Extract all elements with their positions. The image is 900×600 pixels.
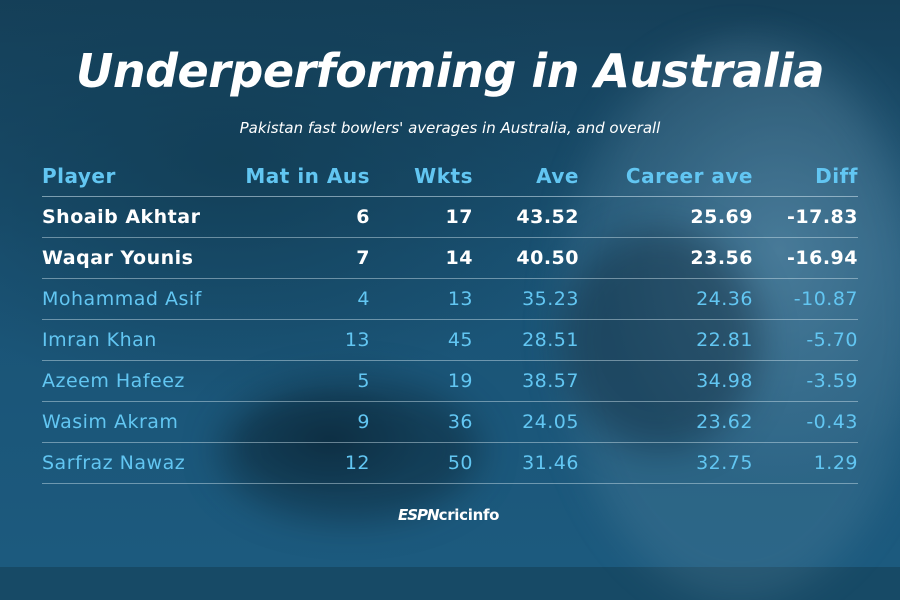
chart-title: Underperforming in Australia [76, 44, 824, 98]
mat-in-aus-cell: 5 [357, 370, 370, 392]
mat-in-aus-cell: 13 [344, 329, 370, 351]
table-row: Wasim Akram 9 36 24.05 23.62 -0.43 [42, 402, 858, 443]
ave-cell: 31.46 [522, 452, 579, 474]
wkts-cell: 36 [447, 411, 473, 433]
column-header-diff: Diff [815, 164, 858, 188]
mat-in-aus-cell: 4 [357, 288, 370, 310]
player-cell: Wasim Akram [42, 411, 179, 433]
player-cell: Waqar Younis [42, 247, 194, 269]
mat-in-aus-cell: 12 [344, 452, 370, 474]
diff-cell: -17.83 [787, 206, 858, 228]
wkts-cell: 13 [447, 288, 473, 310]
column-header-mat-in-aus: Mat in Aus [245, 164, 370, 188]
bowling-table: Player Mat in Aus Wkts Ave Career ave Di… [42, 157, 858, 484]
table-row: Azeem Hafeez 5 19 38.57 34.98 -3.59 [42, 361, 858, 402]
ave-cell: 28.51 [522, 329, 579, 351]
diff-cell: -5.70 [806, 329, 858, 351]
logo-espn-text: ESPN [398, 506, 440, 524]
ave-cell: 40.50 [516, 247, 579, 269]
career-ave-cell: 22.81 [696, 329, 753, 351]
wkts-cell: 45 [447, 329, 473, 351]
bowler-silhouette [560, 40, 900, 600]
career-ave-cell: 23.56 [690, 247, 753, 269]
table-row: Waqar Younis 7 14 40.50 23.56 -16.94 [42, 238, 858, 279]
player-cell: Shoaib Akhtar [42, 206, 201, 228]
diff-cell: -0.43 [806, 411, 858, 433]
diff-cell: -10.87 [793, 288, 858, 310]
column-header-player: Player [42, 164, 116, 188]
diff-cell: -3.59 [806, 370, 858, 392]
column-header-ave: Ave [536, 164, 579, 188]
ave-cell: 24.05 [522, 411, 579, 433]
diff-cell: -16.94 [787, 247, 858, 269]
mat-in-aus-cell: 6 [356, 206, 370, 228]
career-ave-cell: 34.98 [696, 370, 753, 392]
table-row: Imran Khan 13 45 28.51 22.81 -5.70 [42, 320, 858, 361]
ave-cell: 35.23 [522, 288, 579, 310]
player-cell: Imran Khan [42, 329, 157, 351]
ave-cell: 38.57 [522, 370, 579, 392]
espncricinfo-logo: ESPNcricinfo [398, 506, 499, 524]
wkts-cell: 19 [447, 370, 473, 392]
table-body: Shoaib Akhtar 6 17 43.52 25.69 -17.83 Waqar Yo… [42, 197, 858, 484]
table-row: Mohammad Asif 4 13 35.23 24.36 -10.87 [42, 279, 858, 320]
chart-subtitle: Pakistan fast bowlers' averages in Austr… [239, 119, 661, 137]
column-header-career-ave: Career ave [625, 164, 753, 188]
table-header-row: Player Mat in Aus Wkts Ave Career ave Di… [42, 157, 858, 197]
face-shadow [560, 230, 760, 450]
table-row: Shoaib Akhtar 6 17 43.52 25.69 -17.83 [42, 197, 858, 238]
wkts-cell: 50 [447, 452, 473, 474]
career-ave-cell: 25.69 [690, 206, 753, 228]
diff-cell: 1.29 [813, 452, 858, 474]
career-ave-cell: 24.36 [696, 288, 753, 310]
ave-cell: 43.52 [516, 206, 579, 228]
mat-in-aus-cell: 9 [357, 411, 370, 433]
wkts-cell: 17 [445, 206, 473, 228]
column-header-wkts: Wkts [414, 164, 473, 188]
player-cell: Azeem Hafeez [42, 370, 185, 392]
mat-in-aus-cell: 7 [356, 247, 370, 269]
pointing-hand-shadow [220, 380, 480, 520]
career-ave-cell: 32.75 [696, 452, 753, 474]
wkts-cell: 14 [445, 247, 473, 269]
player-cell: Sarfraz Nawaz [42, 452, 186, 474]
player-cell: Mohammad Asif [42, 288, 202, 310]
table-row: Sarfraz Nawaz 12 50 31.46 32.75 1.29 [42, 443, 858, 484]
career-ave-cell: 23.62 [696, 411, 753, 433]
logo-cricinfo-text: cricinfo [438, 506, 500, 524]
